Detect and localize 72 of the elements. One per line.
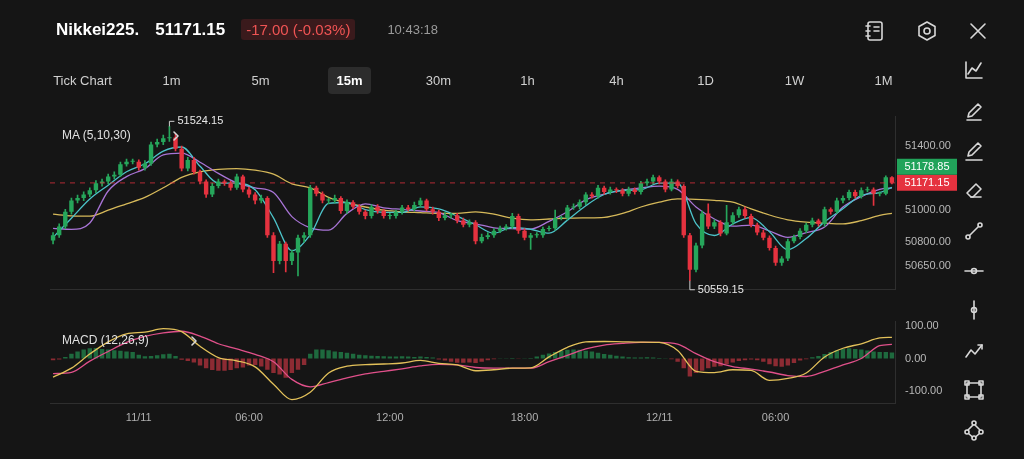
candlestick xyxy=(387,213,393,220)
text: 1h xyxy=(520,73,535,88)
bar xyxy=(332,351,337,359)
y-tick-label: 0.00 xyxy=(905,351,927,364)
bar xyxy=(259,358,264,367)
bar xyxy=(595,352,601,359)
bar xyxy=(399,356,405,359)
bar xyxy=(357,354,362,359)
text: -17.00 (-0.03%) xyxy=(241,19,356,40)
text: Tick Chart xyxy=(53,73,112,88)
text: 30m xyxy=(425,73,452,88)
bar xyxy=(197,358,203,366)
bar xyxy=(112,350,117,359)
ref-line-label: 51171.15 xyxy=(904,175,950,188)
bar xyxy=(161,354,166,359)
x-tick-label: 12/11 xyxy=(645,411,673,424)
text: 51171.15 xyxy=(155,19,226,40)
line-series xyxy=(52,167,893,225)
bar xyxy=(338,352,344,359)
y-tick-label: 51000.00 xyxy=(905,203,951,216)
bar xyxy=(853,348,858,359)
x-tick-label: 11/11 xyxy=(125,411,152,424)
bar xyxy=(589,351,595,359)
candlestick xyxy=(528,233,533,250)
y-tick-label: -100.00 xyxy=(905,383,943,396)
text: 1m xyxy=(162,73,181,88)
candlestick xyxy=(448,213,454,219)
text: 1M xyxy=(874,73,893,88)
bar xyxy=(583,350,588,359)
text: 15m xyxy=(328,67,371,94)
annotation: 51524.15 xyxy=(177,114,224,127)
y-tick-label: 100.00 xyxy=(905,319,939,332)
x-tick-label: 06:00 xyxy=(235,411,263,424)
text: 1D xyxy=(697,73,714,88)
candlestick xyxy=(301,232,307,243)
y-tick-label: 50800.00 xyxy=(905,235,951,248)
annotation: 50559.15 xyxy=(697,282,744,295)
bar xyxy=(840,348,846,359)
line-series xyxy=(52,328,893,401)
bar xyxy=(142,356,148,359)
legend-title: MA (5,10,30) xyxy=(62,127,131,142)
candlestick xyxy=(877,191,882,197)
candlestick xyxy=(534,232,539,238)
x-tick-label: 06:00 xyxy=(761,411,790,424)
bar xyxy=(785,358,791,366)
line-series xyxy=(52,152,893,239)
bar xyxy=(540,354,546,359)
candlestick xyxy=(559,215,564,221)
bar xyxy=(889,352,895,359)
bar xyxy=(846,348,852,359)
bar xyxy=(154,355,160,359)
line-series xyxy=(52,330,893,388)
bar xyxy=(601,354,607,359)
bar xyxy=(608,354,613,359)
text: Nikkei225. xyxy=(56,19,140,40)
bar xyxy=(350,353,356,359)
x-tick-label: 18:00 xyxy=(510,411,539,424)
text: 10:43:18 xyxy=(387,22,438,37)
bar xyxy=(308,353,313,359)
text: 5m xyxy=(251,73,270,88)
text: 51178.85 xyxy=(904,159,950,172)
text: 4h xyxy=(609,73,624,88)
bar xyxy=(344,352,350,359)
text: 1W xyxy=(784,73,805,88)
y-tick-label: 50650.00 xyxy=(905,259,951,272)
bar xyxy=(136,354,141,359)
x-tick-label: 12:00 xyxy=(376,411,404,424)
bar xyxy=(675,358,680,362)
bar xyxy=(148,355,154,359)
bar xyxy=(883,352,889,359)
y-tick-label: 51400.00 xyxy=(905,139,951,152)
bar xyxy=(381,356,386,359)
